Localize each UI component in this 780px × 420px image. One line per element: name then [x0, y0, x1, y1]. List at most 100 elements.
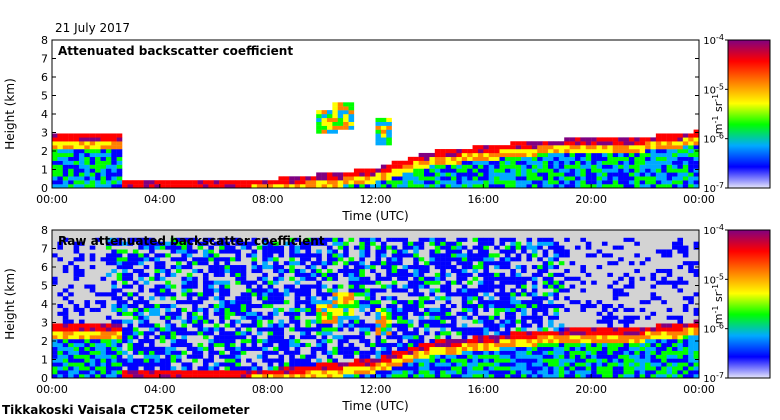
heatmap-cell [688, 160, 694, 165]
heatmap-cell [127, 237, 134, 242]
heatmap-cell [273, 180, 279, 185]
heatmap-cell [607, 358, 613, 363]
heatmap-cell [661, 152, 667, 158]
heatmap-cell [569, 261, 576, 266]
heatmap-cell [105, 327, 112, 332]
heatmap-cell [380, 327, 387, 332]
heatmap-cell [553, 253, 560, 258]
heatmap-cell [89, 245, 96, 250]
heatmap-cell [229, 362, 236, 367]
heatmap-cell [246, 358, 252, 363]
heatmap-cell [634, 358, 640, 363]
heatmap-cell [461, 370, 468, 375]
heatmap-cell [337, 176, 344, 181]
heatmap-cell [359, 280, 365, 285]
heatmap-cell [283, 339, 290, 344]
heatmap-cell [569, 149, 576, 154]
heatmap-cell [181, 300, 187, 305]
heatmap-cell [165, 284, 171, 289]
heatmap-cell [434, 249, 441, 254]
heatmap-cell [132, 311, 139, 316]
y-tick-label: 6 [41, 71, 48, 84]
heatmap-cell [677, 350, 684, 355]
heatmap-cell [84, 331, 90, 336]
heatmap-cell [68, 339, 74, 344]
heatmap-cell [391, 184, 398, 189]
heatmap-cell [521, 311, 527, 316]
heatmap-cell [548, 370, 554, 375]
heatmap-cell [364, 249, 371, 254]
heatmap-cell [186, 184, 193, 189]
heatmap-cell [596, 164, 603, 169]
heatmap-cell [159, 358, 166, 363]
heatmap-cell [596, 339, 603, 344]
heatmap-cell [585, 358, 592, 363]
heatmap-cell [596, 362, 603, 367]
heatmap-cell [580, 141, 586, 146]
heatmap-cell [143, 315, 150, 320]
heatmap-cell [510, 296, 516, 301]
heatmap-cell [537, 168, 543, 173]
heatmap-cell [240, 311, 247, 316]
heatmap-cell [321, 180, 328, 185]
heatmap-cell [132, 342, 139, 348]
heatmap-cell [461, 304, 468, 309]
heatmap-cell [601, 156, 608, 161]
heatmap-cell [526, 184, 533, 189]
heatmap-cell [127, 257, 134, 262]
heatmap-cell [402, 319, 409, 324]
heatmap-cell [375, 300, 382, 305]
heatmap-cell [78, 272, 85, 277]
heatmap-cell [477, 319, 484, 324]
heatmap-cell [149, 311, 155, 316]
heatmap-cell [574, 327, 581, 332]
heatmap-cell [170, 284, 177, 289]
heatmap-cell [224, 354, 231, 359]
heatmap-cell [521, 366, 527, 371]
heatmap-cell [262, 241, 268, 246]
heatmap-cell [267, 253, 274, 258]
heatmap-cell [57, 339, 63, 344]
heatmap-cell [450, 342, 457, 348]
heatmap-cell [418, 323, 425, 328]
heatmap-cell [580, 280, 586, 285]
heatmap-cell [364, 180, 371, 185]
heatmap-cell [343, 350, 349, 355]
heatmap-cell [176, 331, 182, 336]
heatmap-cell [353, 315, 360, 320]
heatmap-cell [89, 323, 96, 328]
heatmap-cell [569, 358, 576, 363]
heatmap-cell [332, 121, 338, 126]
heatmap-cell [661, 172, 667, 177]
heatmap-cell [159, 327, 166, 332]
heatmap-cell [693, 141, 700, 146]
heatmap-cell [612, 358, 619, 363]
heatmap-cell [564, 296, 570, 301]
heatmap-cell [380, 323, 387, 328]
heatmap-cell [343, 261, 349, 266]
heatmap-cell [52, 323, 58, 328]
x-tick-label: 04:00 [144, 383, 176, 396]
heatmap-cell [418, 172, 425, 177]
heatmap-cell [95, 137, 101, 142]
heatmap-cell [246, 180, 252, 185]
heatmap-cell [192, 292, 198, 297]
heatmap-cell [78, 152, 85, 158]
heatmap-cell [116, 342, 123, 348]
heatmap-cell [596, 300, 603, 305]
heatmap-cell [418, 152, 425, 158]
heatmap-cell [283, 268, 290, 274]
heatmap-cell [149, 342, 155, 348]
heatmap-cell [224, 362, 231, 367]
heatmap-cell [672, 133, 678, 138]
heatmap-cell [73, 331, 80, 336]
heatmap-cell [229, 268, 236, 274]
heatmap-cell [531, 304, 538, 309]
heatmap-cell [413, 265, 419, 270]
heatmap-cell [553, 145, 560, 150]
heatmap-cell [348, 350, 355, 355]
heatmap-cell [450, 370, 457, 375]
heatmap-cell [548, 172, 554, 177]
heatmap-cell [515, 366, 522, 371]
heatmap-cell [127, 241, 134, 246]
